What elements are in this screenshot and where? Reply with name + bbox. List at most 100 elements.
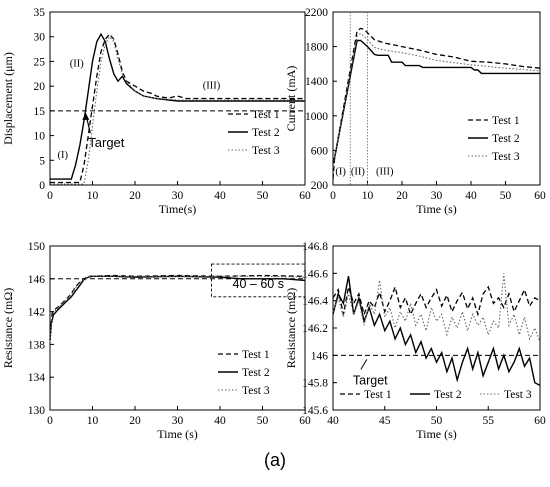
phase-annotation: (I) — [58, 150, 69, 161]
series-line-test-2 — [332, 39, 540, 165]
legend-entry: Test 2 — [434, 389, 462, 401]
legend-entry: Test 1 — [492, 115, 520, 127]
x-tick-label: 60 — [299, 415, 311, 427]
legend-entry: Test 1 — [242, 349, 270, 361]
y-tick-label: 130 — [28, 405, 46, 417]
y-tick-label: 150 — [28, 241, 46, 253]
series-line-test-2 — [50, 32, 305, 180]
series-line-test-1 — [332, 284, 541, 317]
highlight-box-label: 40 – 60 s — [233, 277, 284, 291]
series-line-test-1 — [50, 33, 305, 184]
target-label: Target — [353, 373, 388, 387]
y-tick-label: 1000 — [305, 111, 328, 123]
x-tick-label: 0 — [330, 190, 336, 202]
figure-caption: (a) — [264, 450, 286, 470]
y-axis-label: Resistance (mΩ) — [1, 288, 15, 369]
x-axis-label: Time (s) — [416, 427, 457, 441]
y-tick-label: 20 — [34, 81, 46, 93]
chart-bottom-left: 0 10 20 30 40 50 60 130 134 138 142 146 150 Time (s) R… — [1, 241, 311, 441]
target-label: Target — [88, 135, 125, 150]
y-tick-label: 146.8 — [302, 241, 328, 253]
y-tick-label: 146 — [311, 350, 329, 362]
y-tick-label: 1800 — [305, 42, 328, 54]
series-line-test-3 — [49, 275, 306, 342]
target-pointer — [360, 359, 368, 370]
y-tick-label: 146.2 — [302, 323, 328, 335]
phase-annotation: (III) — [376, 167, 394, 178]
legend: Test 1 Test 2 Test 3 — [218, 349, 270, 397]
x-tick-label: 50 — [500, 190, 512, 202]
phase-annotation: (I) — [335, 167, 346, 178]
legend-entry: Test 2 — [242, 367, 270, 379]
x-tick-label: 10 — [362, 190, 374, 202]
legend-entry: Test 2 — [492, 133, 520, 145]
x-tick-label: 60 — [534, 190, 546, 202]
y-axis-label: Displacement (μm) — [1, 52, 15, 145]
x-tick-label: 50 — [257, 190, 269, 202]
target-arrowhead — [82, 112, 90, 120]
x-tick-label: 10 — [87, 415, 99, 427]
y-tick-label: 1400 — [305, 76, 328, 88]
chart-top-left: 0 10 20 30 40 50 60 0 5 10 15 20 25 30 35 Time(s) Displa… — [1, 7, 311, 216]
x-tick-label: 50 — [431, 415, 443, 427]
x-tick-label: 45 — [379, 415, 391, 427]
x-tick-label: 60 — [534, 415, 546, 427]
series-line-test-3 — [50, 35, 305, 185]
legend-entry: Test 3 — [492, 151, 520, 163]
x-tick-label: 40 — [214, 415, 226, 427]
series-line-test-3 — [332, 273, 541, 342]
series-line-test-2 — [332, 275, 541, 387]
y-axis-label: Resistance (mΩ) — [284, 288, 298, 369]
legend: Test 1 Test 2 Test 3 — [468, 115, 520, 163]
y-tick-label: 145.8 — [302, 378, 328, 390]
x-tick-label: 50 — [257, 415, 269, 427]
x-tick-label: 20 — [396, 190, 408, 202]
x-axis-label: Time(s) — [159, 202, 197, 216]
x-tick-label: 30 — [172, 190, 184, 202]
x-tick-label: 40 — [214, 190, 226, 202]
y-tick-label: 35 — [34, 7, 46, 19]
x-tick-label: 20 — [129, 415, 141, 427]
legend-entry: Test 3 — [252, 145, 280, 157]
series-line-test-1 — [49, 274, 306, 341]
y-tick-label: 138 — [28, 339, 46, 351]
legend-entry: Test 2 — [252, 127, 280, 139]
y-tick-label: 25 — [34, 56, 46, 68]
y-tick-label: 30 — [34, 32, 46, 44]
y-tick-label: 0 — [39, 180, 45, 192]
legend-entry: Test 1 — [252, 109, 280, 121]
chart-top-right: 0 10 20 30 40 50 602006001000140018002200Time … — [284, 7, 546, 216]
y-tick-label: 2200 — [305, 7, 328, 19]
legend-entry: Test 1 — [364, 389, 392, 401]
y-tick-label: 600 — [311, 145, 329, 157]
y-tick-label: 145.6 — [302, 405, 328, 417]
chart-bottom-right: 40 45 50 55 60145.6145.8146146.2146.4146.614… — [284, 241, 546, 441]
y-tick-label: 5 — [39, 155, 45, 167]
x-tick-label: 40 — [327, 415, 339, 427]
y-tick-label: 146 — [28, 274, 46, 286]
x-tick-label: 30 — [431, 190, 443, 202]
legend-entry: Test 3 — [504, 389, 532, 401]
x-tick-label: 0 — [47, 415, 53, 427]
phase-annotation: (III) — [203, 81, 221, 92]
phase-annotation: (II) — [70, 58, 84, 69]
phase-annotation: (II) — [351, 167, 365, 178]
x-tick-label: 30 — [172, 415, 184, 427]
series-line-test-1 — [332, 27, 541, 179]
legend-entry: Test 3 — [242, 385, 270, 397]
y-tick-label: 134 — [28, 372, 46, 384]
y-tick-label: 200 — [311, 180, 329, 192]
y-tick-label: 10 — [34, 131, 46, 143]
x-tick-label: 55 — [483, 415, 495, 427]
y-tick-label: 15 — [34, 106, 46, 118]
highlight-box — [211, 263, 306, 298]
x-axis-label: Time (s) — [416, 202, 457, 216]
legend: Test 1 Test 2 Test 3 — [340, 389, 532, 401]
x-tick-label: 20 — [129, 190, 141, 202]
x-tick-label: 10 — [87, 190, 99, 202]
x-tick-label: 0 — [47, 190, 53, 202]
y-tick-label: 146.4 — [302, 296, 328, 308]
y-axis-label: Current (mA) — [284, 66, 298, 132]
x-tick-label: 60 — [299, 190, 311, 202]
